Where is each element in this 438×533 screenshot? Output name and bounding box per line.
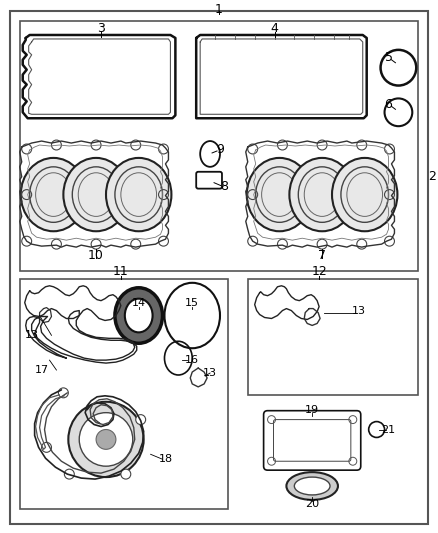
Text: 6: 6: [385, 98, 392, 111]
Ellipse shape: [125, 298, 152, 333]
Text: 17: 17: [35, 365, 49, 375]
Ellipse shape: [136, 415, 146, 425]
Ellipse shape: [68, 402, 144, 477]
Bar: [20, 21, 418, 271]
Text: 15: 15: [185, 297, 199, 308]
Ellipse shape: [58, 388, 68, 398]
Text: 16: 16: [185, 355, 199, 365]
Text: 7: 7: [318, 248, 326, 262]
Ellipse shape: [332, 158, 397, 231]
Ellipse shape: [247, 158, 312, 231]
Text: 8: 8: [220, 180, 228, 193]
Text: 13: 13: [352, 305, 366, 316]
Text: 20: 20: [305, 499, 319, 509]
Text: 10: 10: [88, 248, 104, 262]
Ellipse shape: [115, 288, 162, 343]
Text: 14: 14: [132, 297, 146, 308]
Text: 13: 13: [25, 330, 39, 341]
Ellipse shape: [64, 158, 129, 231]
Text: 3: 3: [97, 21, 105, 35]
FancyBboxPatch shape: [264, 411, 361, 470]
Ellipse shape: [121, 469, 131, 479]
Text: 18: 18: [159, 454, 173, 464]
Ellipse shape: [42, 442, 52, 453]
Text: 11: 11: [113, 265, 129, 278]
Ellipse shape: [294, 477, 330, 495]
Text: 13: 13: [203, 368, 217, 378]
Text: 2: 2: [428, 170, 436, 183]
Bar: [248, 279, 418, 395]
Bar: [20, 279, 228, 509]
Ellipse shape: [79, 413, 133, 466]
Text: 4: 4: [271, 21, 279, 35]
Ellipse shape: [64, 469, 74, 479]
Text: 19: 19: [305, 405, 319, 415]
Ellipse shape: [96, 430, 116, 449]
Ellipse shape: [21, 158, 86, 231]
Text: 5: 5: [385, 51, 392, 64]
Ellipse shape: [286, 472, 338, 500]
Text: 9: 9: [216, 143, 224, 157]
Ellipse shape: [106, 158, 171, 231]
Text: 1: 1: [215, 3, 223, 15]
Text: 21: 21: [381, 424, 396, 434]
Text: 12: 12: [311, 265, 327, 278]
Ellipse shape: [290, 158, 355, 231]
